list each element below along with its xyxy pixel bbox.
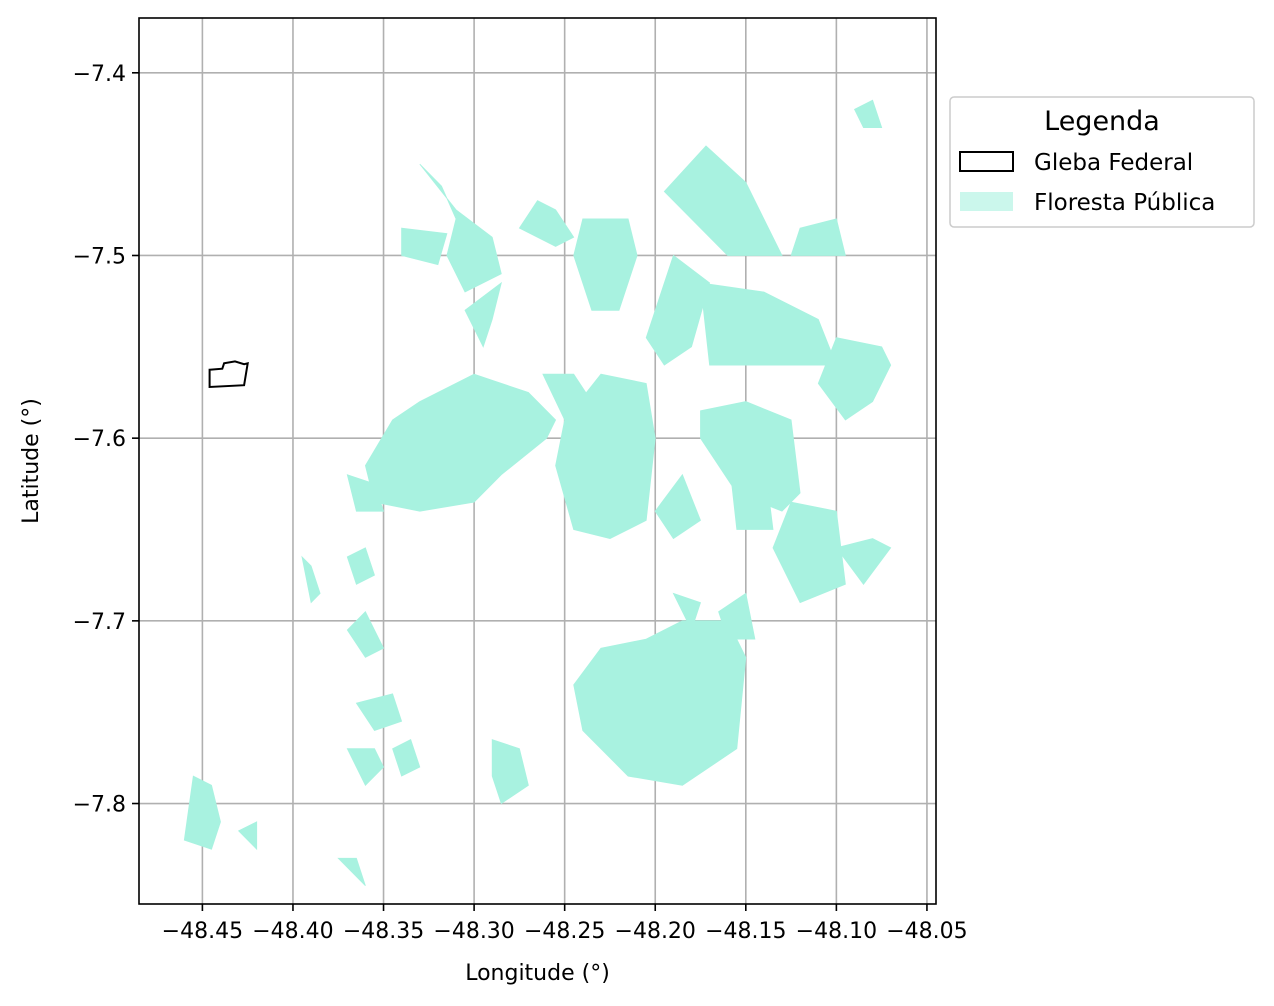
x-tick-label: −48.25 — [524, 919, 605, 944]
floresta-publica-polygon-16 — [773, 502, 845, 602]
y-axis-ticks: −7.4 −7.5 −7.6 −7.7 −7.8 — [73, 62, 139, 818]
legend: Legenda Gleba Federal Floresta Pública — [950, 97, 1254, 227]
x-tick-label: −48.45 — [162, 919, 243, 944]
x-tick-label: −48.35 — [343, 919, 424, 944]
y-tick-label: −7.6 — [73, 427, 126, 452]
floresta-publica-polygon-23 — [347, 548, 374, 585]
gleba-federal-polygon-0 — [210, 361, 248, 387]
x-tick-label: −48.30 — [433, 919, 514, 944]
floresta-publica-polygon-8 — [655, 475, 700, 539]
floresta-publica-polygon-25 — [356, 694, 401, 731]
floresta-publica-layer — [184, 100, 890, 886]
floresta-publica-polygon-11 — [701, 283, 837, 365]
y-tick-label: −7.5 — [73, 244, 126, 269]
floresta-publica-polygon-2 — [519, 201, 573, 247]
floresta-publica-polygon-28 — [347, 749, 383, 786]
x-tick-label: −48.05 — [886, 919, 967, 944]
x-tick-label: −48.20 — [615, 919, 696, 944]
floresta-publica-polygon-19 — [574, 621, 746, 786]
x-tick-label: −48.10 — [796, 919, 877, 944]
y-axis-label: Latitude (°) — [19, 398, 44, 524]
legend-title: Legenda — [1044, 106, 1160, 137]
x-tick-label: −48.40 — [252, 919, 333, 944]
floresta-publica-polygon-27 — [302, 557, 320, 603]
floresta-publica-polygon-12 — [791, 219, 845, 256]
y-tick-label: −7.4 — [73, 62, 126, 87]
x-tick-label: −48.15 — [705, 919, 786, 944]
x-axis-label: Longitude (°) — [465, 961, 610, 986]
floresta-publica-polygon-0 — [420, 164, 502, 292]
floresta-publica-polygon-4 — [365, 374, 555, 511]
legend-swatch-floresta-publica — [960, 192, 1013, 211]
grid — [139, 18, 936, 904]
floresta-publica-polygon-9 — [664, 146, 782, 256]
y-tick-label: −7.8 — [73, 793, 126, 818]
y-tick-label: −7.7 — [73, 610, 126, 635]
floresta-publica-polygon-1 — [402, 228, 447, 265]
floresta-publica-polygon-26 — [393, 740, 420, 777]
plot-frame — [139, 18, 936, 904]
legend-label-floresta-publica: Floresta Pública — [1034, 190, 1215, 216]
floresta-publica-polygon-6 — [574, 219, 637, 310]
floresta-publica-polygon-32 — [338, 858, 365, 885]
floresta-publica-polygon-33 — [855, 100, 882, 127]
x-axis-ticks: −48.45 −48.40 −48.35 −48.30 −48.25 −48.20 −48.… — [162, 904, 968, 944]
floresta-publica-polygon-31 — [239, 822, 257, 849]
floresta-publica-polygon-24 — [347, 612, 383, 658]
legend-label-gleba-federal: Gleba Federal — [1034, 150, 1193, 176]
floresta-publica-polygon-30 — [184, 776, 220, 849]
gleba-federal-layer — [210, 361, 248, 387]
floresta-publica-polygon-3 — [465, 283, 501, 347]
floresta-publica-polygon-29 — [492, 740, 528, 804]
